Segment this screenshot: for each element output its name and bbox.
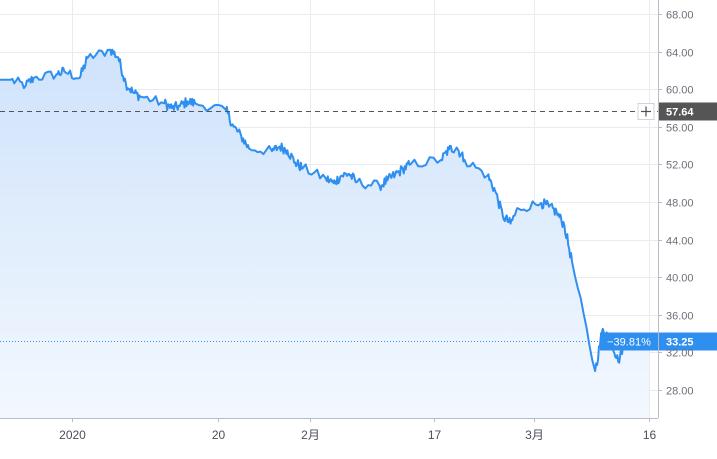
y-tick-label: 64.00 [666, 48, 694, 60]
series-line [0, 48, 650, 372]
price-area [0, 49, 649, 418]
y-tick-label: 36.00 [666, 311, 694, 323]
y-tick-label: 44.00 [666, 236, 694, 248]
y-tick-label: 52.00 [666, 160, 694, 172]
y-tick-label: 32.00 [666, 348, 694, 360]
x-tick-label: 3月 [525, 428, 544, 442]
y-tick-label: 56.00 [666, 123, 694, 135]
price-tag-label: 57.64 [666, 107, 694, 119]
x-tick-label: 2020 [59, 428, 86, 442]
y-tick-label: 48.00 [666, 198, 694, 210]
x-tick-label: 20 [212, 428, 226, 442]
axes: 68.00 64.00 60.00 56.00 52.00 48.00 44.00 40.00… [0, 0, 694, 442]
y-tick-label: 28.00 [666, 386, 694, 398]
x-tick-label: 17 [428, 428, 442, 442]
area-fill [0, 49, 649, 418]
price-tag [659, 332, 717, 351]
price-tag-label: 33.25 [666, 337, 694, 349]
x-tick-label: 2月 [301, 428, 320, 442]
reference-lines: 57.64 33.25 −39.81% [0, 102, 717, 351]
change-badge [600, 332, 658, 351]
y-tick-label: 60.00 [666, 85, 694, 97]
price-line [0, 48, 650, 372]
x-tick-label: 16 [643, 428, 657, 442]
change-badge-label: −39.81% [607, 337, 651, 349]
price-tag [659, 102, 717, 121]
y-tick-label: 68.00 [666, 10, 694, 22]
y-tick-label: 40.00 [666, 273, 694, 285]
